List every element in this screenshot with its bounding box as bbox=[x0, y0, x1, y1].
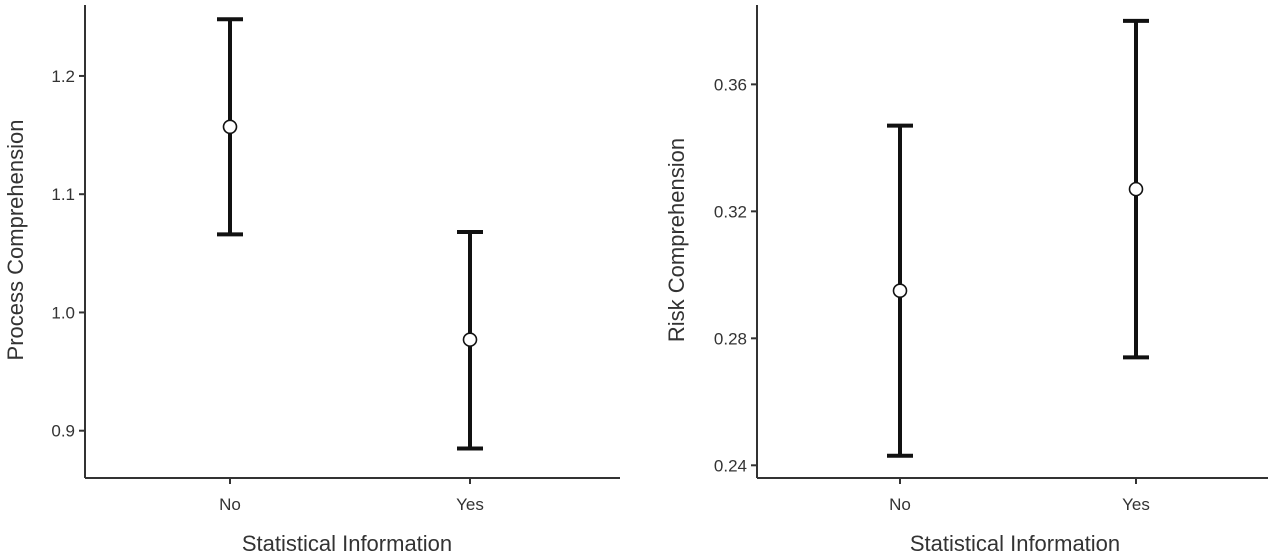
mean-point bbox=[1128, 181, 1144, 197]
mean-point bbox=[462, 332, 478, 347]
y-axis-title: Process Comprehension bbox=[3, 120, 28, 361]
x-tick-label: Yes bbox=[456, 495, 484, 514]
x-axis-title: Statistical Information bbox=[910, 531, 1120, 556]
y-tick-label: 0.9 bbox=[51, 422, 75, 441]
x-tick-label: No bbox=[219, 495, 241, 514]
y-axis-title: Risk Comprehension bbox=[664, 138, 689, 342]
x-tick-label: Yes bbox=[1122, 495, 1150, 514]
y-tick-label: 0.36 bbox=[714, 75, 747, 94]
x-axis-title: Statistical Information bbox=[242, 531, 452, 556]
process-comprehension-panel: Statistical Information Process Comprehe… bbox=[3, 5, 620, 556]
y-tick-label: 0.28 bbox=[714, 329, 747, 348]
y-tick-label: 1.1 bbox=[51, 185, 75, 204]
y-tick-label: 0.24 bbox=[714, 456, 747, 475]
risk-comprehension-panel: Statistical Information Risk Comprehensi… bbox=[664, 5, 1268, 556]
mean-point bbox=[222, 119, 238, 135]
y-tick-label: 1.2 bbox=[51, 67, 75, 86]
x-tick-label: No bbox=[889, 495, 911, 514]
y-tick-label: 0.32 bbox=[714, 202, 747, 221]
mean-point bbox=[892, 283, 908, 299]
y-tick-label: 1.0 bbox=[51, 303, 75, 322]
